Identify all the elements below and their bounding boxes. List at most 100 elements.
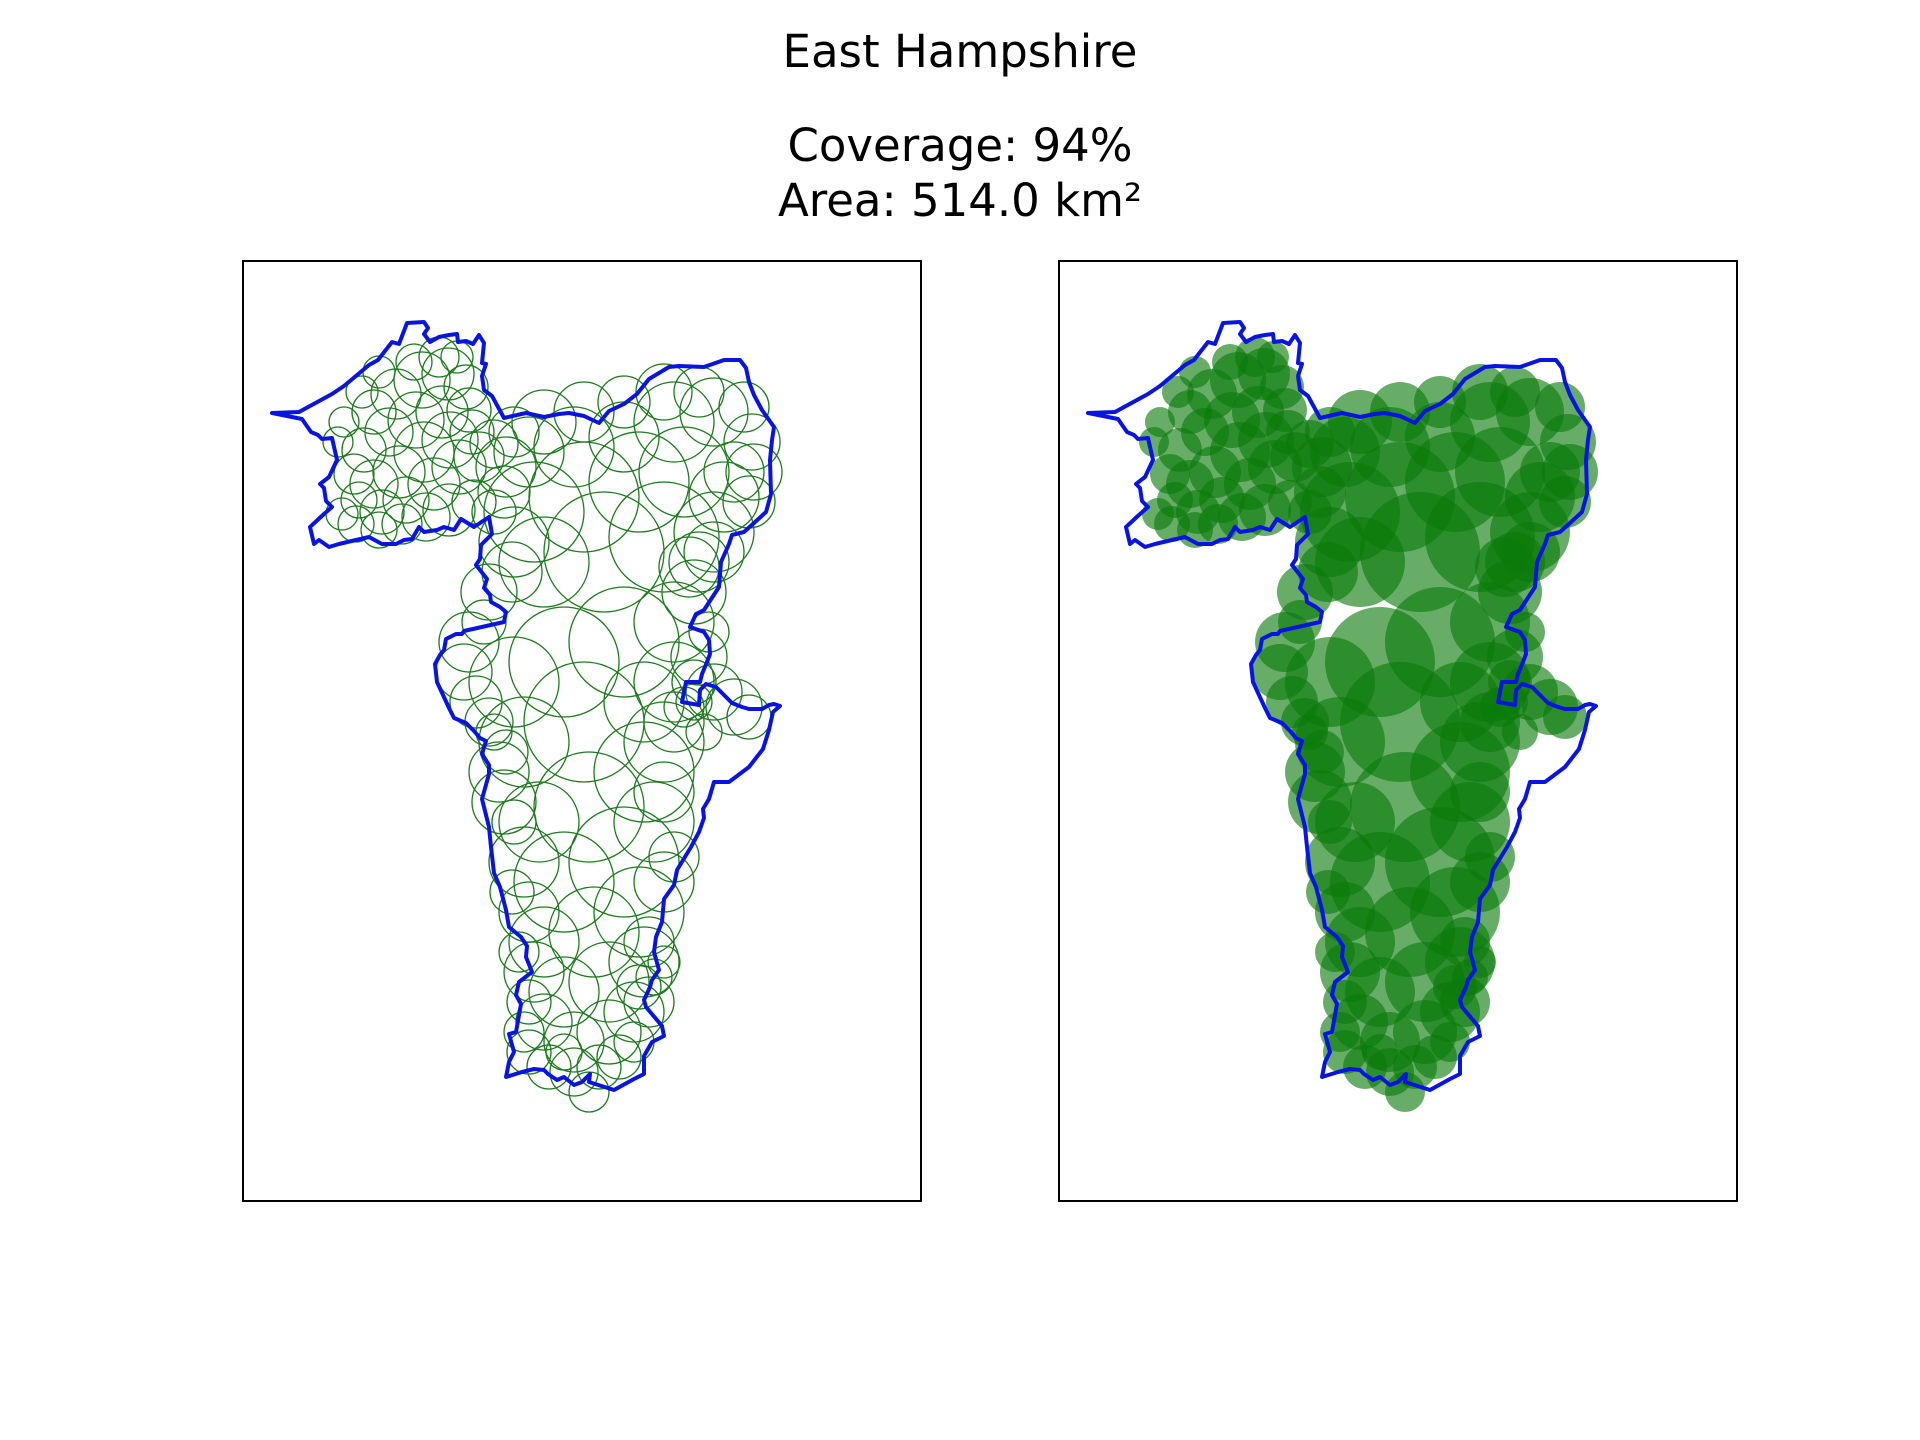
coverage-circle	[478, 696, 570, 788]
coverage-circle	[382, 476, 430, 524]
coverage-circle	[498, 781, 580, 863]
coverage-circle	[1502, 714, 1538, 750]
coverage-circle	[533, 751, 645, 863]
coverage-circle	[513, 831, 615, 933]
coverage-circle	[670, 628, 728, 686]
coverage-circle	[1162, 376, 1194, 408]
coverage-circle	[623, 701, 705, 783]
coverage-circle	[1323, 980, 1367, 1024]
coverage-circle	[593, 866, 685, 958]
coverage-circle	[1465, 832, 1515, 882]
coverage-circle	[623, 976, 675, 1028]
coverage-circle	[596, 1034, 642, 1080]
coverage-circle	[633, 581, 715, 663]
coverage-circle	[543, 491, 665, 613]
coverage-circle	[328, 406, 360, 438]
coverage-circle	[503, 1011, 545, 1053]
coverage-circle	[345, 375, 379, 409]
coverage-circle	[1505, 612, 1545, 652]
coverage-circle	[511, 389, 577, 455]
coverage-circle	[1139, 427, 1169, 457]
coverage-circle	[340, 481, 378, 519]
coverage-circle	[633, 761, 695, 823]
coverage-circle	[597, 375, 651, 429]
coverage-circle	[489, 869, 535, 915]
outline-map-panel	[242, 260, 922, 1202]
coverage-circle	[446, 387, 492, 433]
coverage-circle	[528, 956, 600, 1028]
coverage-circle	[549, 1047, 599, 1097]
coverage-circle	[633, 381, 715, 463]
coverage-circle	[483, 461, 585, 563]
coverage-circle	[679, 377, 749, 447]
coverage-circle	[401, 492, 451, 542]
coverage-circle	[393, 351, 451, 409]
coverage-circle	[493, 416, 565, 488]
coverage-circle	[475, 436, 537, 498]
coverage-circle	[668, 531, 730, 593]
coverage-circle	[1257, 341, 1289, 373]
coverage-circle	[673, 366, 725, 418]
coverage-circle	[568, 941, 650, 1023]
coverage-circle	[488, 826, 560, 898]
coverage-circle	[723, 413, 781, 471]
coverage-circle	[1308, 800, 1352, 844]
coverage-circle	[1315, 932, 1355, 972]
coverage-circle	[451, 479, 497, 525]
coverage-circle	[725, 443, 783, 501]
coverage-circle	[638, 426, 730, 518]
coverage-circle	[688, 461, 760, 533]
coverage-circle	[1485, 532, 1545, 592]
coverage-circle	[453, 431, 505, 483]
coverage-circle	[508, 606, 620, 718]
coverage-circle	[506, 1029, 552, 1075]
coverage-circle	[613, 781, 695, 863]
coverage-circle	[468, 741, 530, 803]
coverage-circle	[685, 713, 723, 751]
coverage-circle	[576, 1044, 622, 1090]
coverage-circle	[503, 941, 565, 1003]
coverage-circle	[1306, 870, 1350, 914]
coverage-circle	[1430, 1022, 1470, 1062]
coverage-circle	[422, 483, 476, 537]
coverage-circle	[633, 641, 715, 723]
coverage-circle	[1362, 1034, 1398, 1070]
coverage-circle	[421, 411, 479, 469]
coverage-circle	[568, 586, 680, 698]
coverage-circle	[683, 521, 745, 583]
coverage-circle	[543, 1011, 605, 1073]
coverage-circle	[359, 489, 405, 535]
coverage-circle	[325, 497, 359, 531]
coverage-circle	[488, 406, 540, 458]
coverage-circle	[635, 363, 693, 421]
coverage-circle	[360, 511, 398, 549]
coverage-circle	[1292, 714, 1328, 750]
coverage-circle	[553, 381, 615, 443]
coverage-circle	[703, 441, 765, 503]
coverage-circle	[491, 799, 537, 845]
coverage-circle	[407, 457, 461, 511]
coverage-circle	[468, 636, 560, 728]
region-boundary	[1086, 320, 1598, 1092]
coverage-label: Coverage: 94%	[787, 119, 1133, 172]
coverage-circle	[661, 559, 727, 625]
area-label: Area: 514.0 km²	[777, 174, 1143, 227]
coverage-circle	[322, 426, 354, 458]
coverage-circle	[1305, 407, 1355, 457]
coverage-circle	[1450, 762, 1510, 822]
coverage-circle	[608, 481, 720, 593]
coverage-circle	[1212, 344, 1248, 380]
outline-map	[270, 320, 783, 1113]
coverage-circle	[351, 389, 397, 435]
coverage-circle	[616, 964, 662, 1010]
coverage-circle	[498, 516, 590, 608]
coverage-circle	[568, 806, 680, 918]
coverage-circle	[475, 713, 513, 751]
coverage-circle	[673, 491, 755, 573]
coverage-circle	[364, 407, 414, 457]
coverage-circle	[478, 506, 550, 578]
coverage-circle	[469, 419, 519, 469]
coverage-circle	[506, 979, 552, 1025]
coverage-circle	[333, 453, 375, 495]
coverage-circle	[643, 691, 705, 753]
